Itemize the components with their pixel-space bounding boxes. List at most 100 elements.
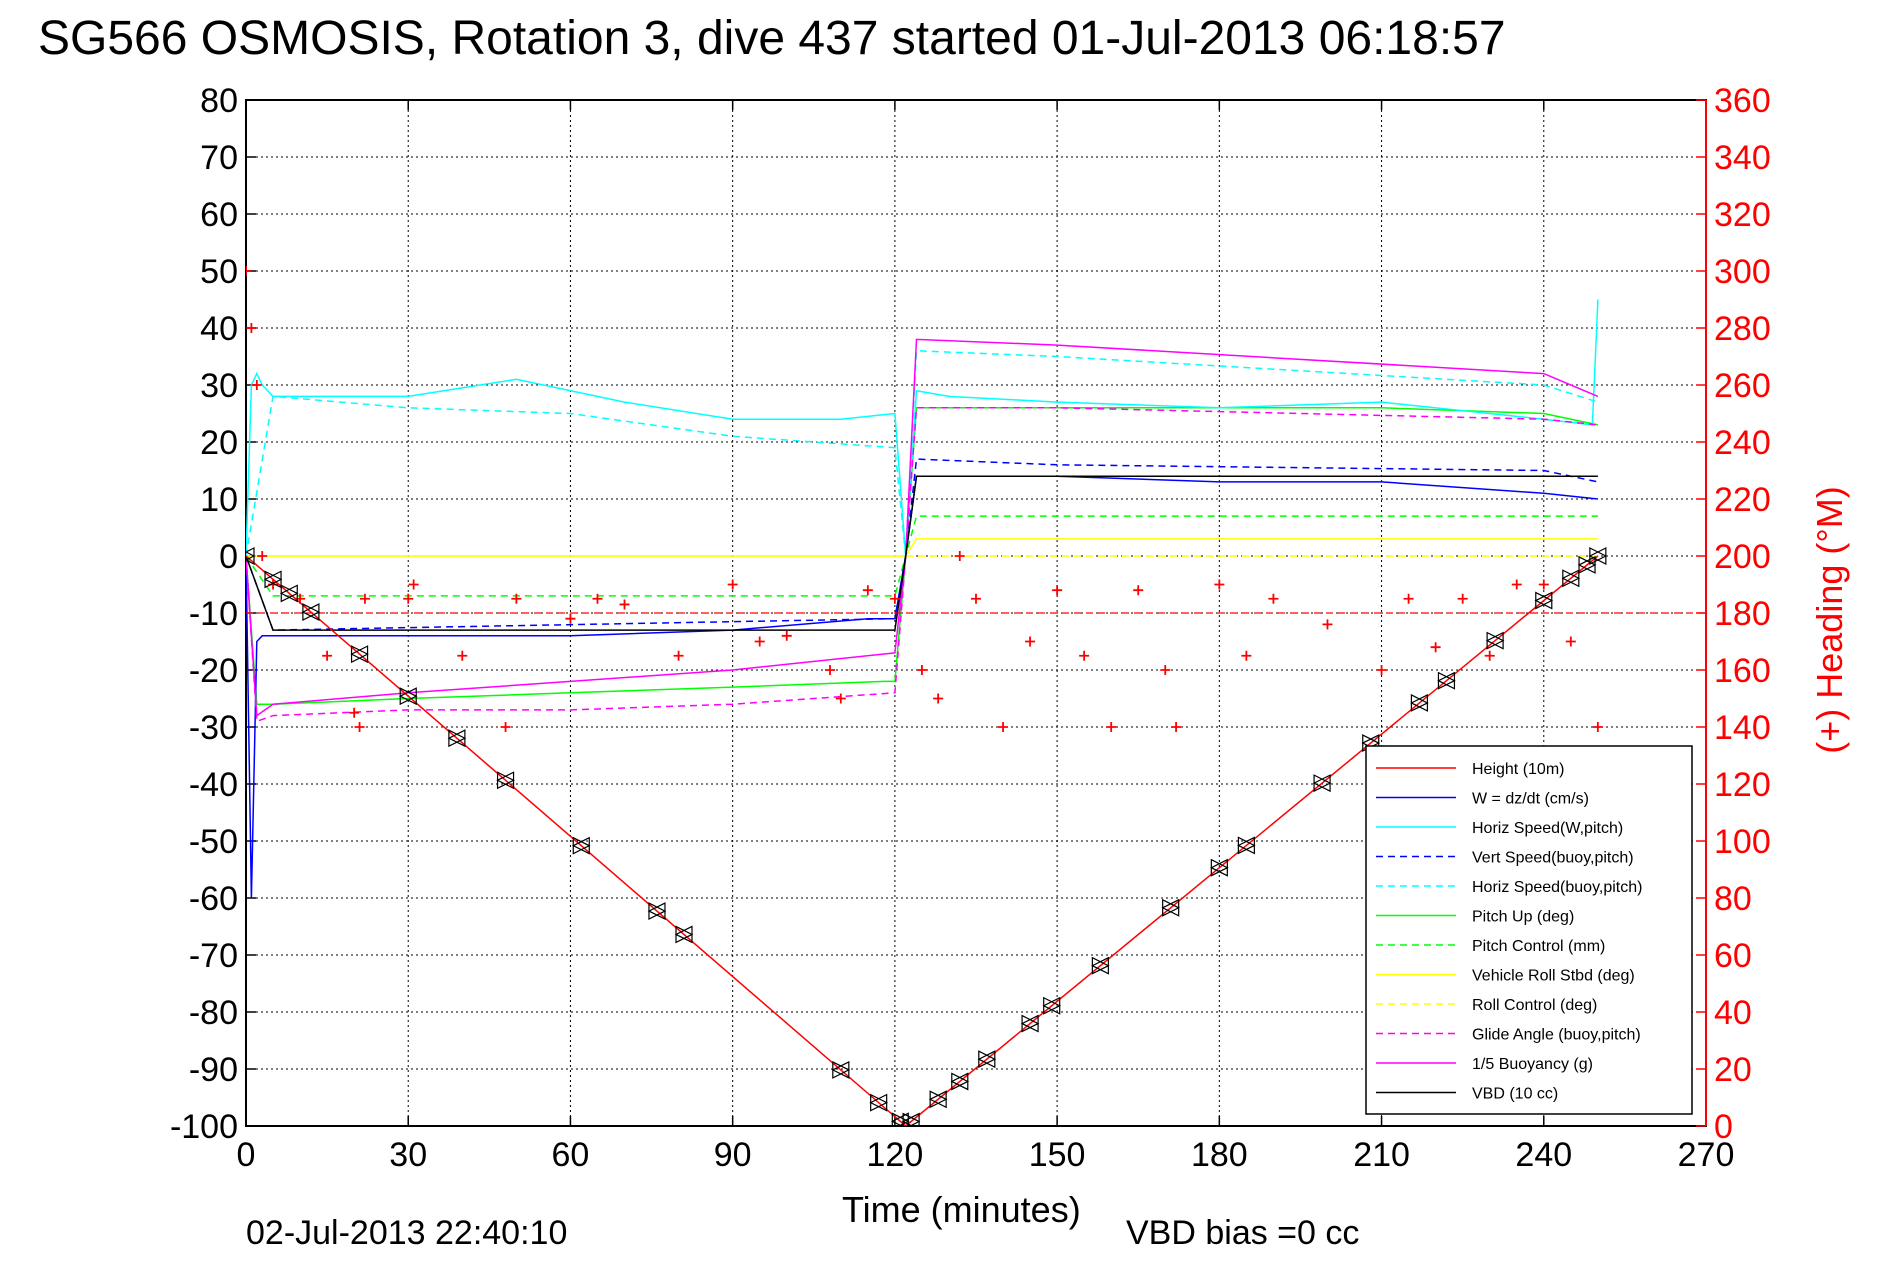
legend-entry: Pitch Up (deg) — [1472, 909, 1574, 926]
legend-box — [1365, 745, 1693, 1115]
heading-point — [246, 323, 257, 333]
y-tick-label: 30 — [200, 367, 238, 405]
yo-marker — [279, 584, 299, 603]
legend-entry: Horiz Speed(buoy,pitch) — [1472, 879, 1642, 896]
y2-tick-label: 60 — [1714, 937, 1752, 975]
x-tick-label: 90 — [714, 1136, 752, 1174]
chart-title: SG566 OSMOSIS, Rotation 3, dive 437 star… — [38, 12, 1506, 65]
heading-series — [246, 266, 1706, 732]
yo-marker — [1577, 555, 1597, 574]
x-tick-label: 150 — [1029, 1136, 1086, 1174]
yo-marker — [496, 771, 515, 790]
footer-timestamp: 02-Jul-2013 22:40:10 — [246, 1214, 567, 1252]
heading-point — [971, 593, 981, 604]
heading-point — [1171, 722, 1182, 732]
y2-tick-label: 40 — [1714, 994, 1752, 1032]
yo-marker — [350, 645, 369, 664]
heading-point — [359, 593, 370, 604]
yo-marker — [928, 1090, 948, 1109]
heading-point — [322, 650, 333, 661]
series-line — [246, 350, 1599, 557]
heading-point — [354, 722, 365, 732]
yo-marker — [1209, 858, 1229, 877]
y-tick-label: -100 — [170, 1108, 238, 1146]
y-tick-label: -70 — [189, 937, 238, 975]
series-line — [246, 338, 1599, 717]
yo-marker — [977, 1050, 997, 1069]
heading-point — [349, 707, 360, 718]
heading-point — [1376, 665, 1387, 675]
y-tick-label: -60 — [189, 880, 238, 918]
yo-marker — [674, 925, 694, 944]
yo-marker — [1561, 569, 1581, 588]
heading-point — [1106, 722, 1117, 732]
y2-tick-label: 360 — [1714, 82, 1771, 120]
legend-entry: 1/5 Buoyancy (g) — [1472, 1056, 1593, 1073]
heading-point — [673, 650, 684, 661]
heading-point — [592, 593, 603, 604]
yo-marker — [263, 570, 283, 589]
yo-marker — [1534, 591, 1554, 610]
x-tick-label: 0 — [237, 1136, 256, 1174]
y-tick-label: -30 — [189, 709, 238, 747]
heading-point — [1025, 636, 1036, 647]
yo-marker — [1312, 774, 1332, 793]
series-line — [246, 515, 1598, 597]
heading-point — [1160, 665, 1171, 675]
yo-marker — [246, 547, 256, 565]
heading-point — [1133, 585, 1144, 596]
y2-tick-label: 320 — [1714, 196, 1771, 234]
yo-marker — [447, 729, 467, 748]
heading-point — [1430, 642, 1441, 653]
yo-marker — [1588, 547, 1608, 565]
y2-axis-label: (+) Heading (°M) — [1809, 486, 1850, 753]
legend-entry: Roll Control (deg) — [1472, 997, 1597, 1014]
y2-tick-label: 280 — [1714, 310, 1771, 348]
heading-point — [1241, 650, 1252, 661]
heading-point — [1079, 650, 1090, 661]
heading-point — [251, 380, 262, 390]
heading-point — [1484, 650, 1495, 661]
footer-vbd-bias: VBD bias =0 cc — [1126, 1214, 1359, 1252]
heading-point — [727, 579, 738, 590]
heading-point — [257, 551, 268, 561]
x-tick-label: 30 — [389, 1136, 427, 1174]
x-axis-ticks: 0 30 60 90 120 150 180 210 240 270 — [237, 100, 1735, 1174]
legend-entry: Height (10m) — [1472, 761, 1564, 778]
y-tick-label: 20 — [200, 424, 238, 462]
y-tick-label: 80 — [200, 82, 238, 120]
y-tick-label: 70 — [200, 139, 238, 177]
heading-point — [889, 593, 900, 604]
heading-point — [1511, 579, 1522, 590]
x-tick-label: 270 — [1678, 1136, 1735, 1174]
y2-tick-label: 240 — [1714, 424, 1771, 462]
heading-point — [916, 665, 927, 675]
y-tick-label: 10 — [200, 481, 238, 519]
heading-point — [1538, 579, 1549, 590]
series-line — [246, 458, 1599, 631]
y-tick-label: 60 — [200, 196, 238, 234]
y2-tick-label: 260 — [1714, 367, 1771, 405]
yo-marker — [1437, 671, 1456, 690]
yo-marker — [647, 902, 667, 921]
yo-marker — [398, 687, 418, 706]
legend-entry: W = dz/dt (cm/s) — [1472, 791, 1589, 808]
series-line — [246, 475, 1598, 899]
heading-point — [1403, 593, 1414, 604]
y2-tick-label: 180 — [1714, 595, 1771, 633]
yo-marker — [890, 1112, 910, 1126]
y2-tick-label: 0 — [1714, 1108, 1733, 1146]
y2-tick-label: 120 — [1714, 766, 1771, 804]
y-tick-label: -50 — [189, 823, 238, 861]
y2-tick-label: 80 — [1714, 880, 1752, 918]
heading-point — [500, 722, 511, 732]
yo-marker — [1020, 1014, 1040, 1033]
yo-marker — [901, 1112, 921, 1126]
heading-point — [998, 722, 1009, 732]
heading-point — [825, 665, 835, 675]
y2-axis-ticks: 3603403203002802602402202001801601401201… — [1696, 82, 1771, 1146]
legend-entry: Glide Angle (buoy,pitch) — [1472, 1027, 1641, 1044]
heading-point — [619, 599, 630, 610]
plot-area: 0 30 60 90 120 150 180 210 240 270 80 70 60 50 40 30 20… — [170, 82, 1771, 1174]
yo-marker — [831, 1060, 851, 1079]
